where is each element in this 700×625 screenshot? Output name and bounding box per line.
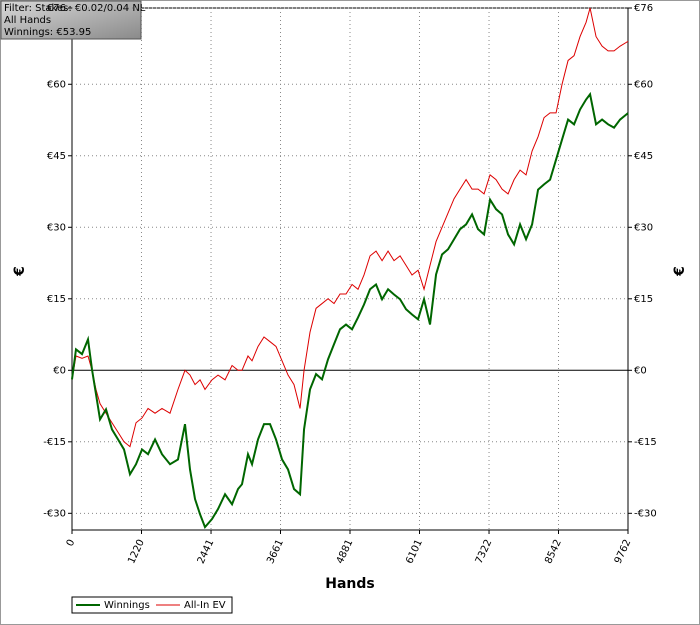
y-tick-label: €76: [47, 3, 66, 14]
legend: [71, 596, 233, 614]
y-axis-label-right: €: [672, 266, 688, 277]
y-axis-label: €: [12, 266, 28, 277]
annotation-box: [0, 0, 142, 40]
annotation: Filter: Stakes: €0.02/0.04 NL: [4, 3, 146, 14]
y-tick-label-right: €45: [634, 151, 653, 162]
y-tick-label: -€15: [43, 437, 66, 448]
y-tick-label: €0: [53, 365, 66, 376]
series-line: [71, 7, 629, 448]
y-tick-label-right: -€30: [634, 508, 657, 519]
y-tick-label-right: €76: [634, 3, 653, 14]
y-tick-label-right: €0: [634, 365, 647, 376]
x-tick-label: 0: [65, 538, 78, 548]
y-tick-label: -€30: [43, 508, 66, 519]
series-line: [71, 91, 629, 530]
y-tick-label-right: €30: [634, 222, 653, 233]
y-tick-label-right: €15: [634, 294, 653, 305]
y-tick-label: €30: [47, 222, 66, 233]
annotation: Winnings: €53.95: [4, 27, 91, 38]
y-tick-label: €15: [47, 294, 66, 305]
annotation: All Hands: [4, 15, 51, 26]
y-tick-label-right: €60: [634, 79, 653, 90]
x-axis-label: Hands: [325, 576, 375, 592]
y-tick-label-right: -€15: [634, 437, 657, 448]
legend-label: Winnings: [104, 600, 150, 611]
y-tick-label: €60: [47, 79, 66, 90]
legend-label: All-In EV: [184, 600, 226, 611]
y-tick-label: €45: [47, 151, 66, 162]
